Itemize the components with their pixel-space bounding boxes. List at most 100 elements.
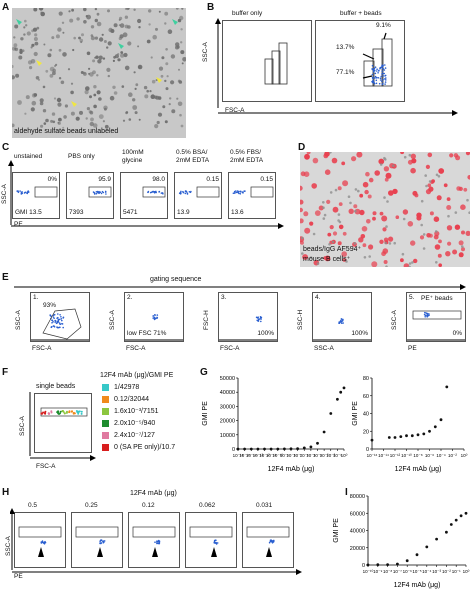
bead [33, 37, 38, 41]
stained-cell [359, 193, 364, 198]
bead [143, 85, 148, 90]
event-dot [20, 191, 23, 194]
panel-g-label: G [200, 367, 208, 378]
bead [329, 152, 332, 154]
event-dot [101, 190, 104, 193]
event-dot [60, 316, 62, 318]
bead [31, 43, 35, 47]
stained-cell [300, 171, 306, 177]
stained-cell [383, 260, 388, 264]
y-tick-label: 10000 [220, 433, 235, 439]
stained-cell [443, 183, 448, 188]
bead [30, 46, 33, 49]
event-dot [43, 543, 46, 545]
bead [15, 73, 20, 78]
bead [434, 230, 438, 233]
bead [81, 33, 84, 37]
stained-cell [411, 158, 417, 164]
bead [69, 18, 74, 23]
bead [29, 66, 33, 70]
gate-pct-high: 9.1% [376, 22, 391, 29]
stained-cell [304, 227, 311, 234]
bead [138, 118, 141, 121]
bead [113, 91, 118, 95]
data-point [415, 553, 419, 557]
gating-plot: 5. 0% PE⁺ beads [406, 292, 466, 342]
event-dot [43, 541, 46, 544]
data-point [422, 432, 426, 436]
gating-sequence-title: gating sequence [150, 276, 202, 283]
gating-plot: 3. 100% [218, 292, 278, 342]
x-tick-label: 10⁻³ [432, 569, 441, 574]
bead [90, 117, 94, 122]
bead [26, 31, 31, 36]
c-gate-pct: 95.9 [98, 176, 111, 183]
stained-cell [402, 209, 409, 215]
panel-d-label: D [298, 142, 306, 153]
event-dot [147, 191, 149, 194]
stained-cell [303, 211, 309, 217]
stained-cell [383, 237, 389, 242]
bead [60, 80, 65, 85]
bead [331, 240, 335, 244]
h-plot [185, 512, 237, 568]
x-tick-label: 10⁻¹ [333, 453, 342, 458]
event-dot [48, 412, 50, 415]
bead [158, 10, 161, 13]
stained-cell [433, 234, 439, 240]
arrowhead-icon [36, 60, 42, 66]
buffer-only-title: buffer only [232, 10, 263, 17]
event-dot [73, 412, 76, 415]
bead [25, 24, 28, 27]
bead [96, 90, 101, 95]
bead [30, 107, 35, 112]
data-point [336, 397, 339, 401]
event-dot [243, 190, 245, 192]
stained-cell [318, 205, 324, 211]
event-dot [157, 542, 159, 545]
bead [164, 11, 169, 16]
bead [89, 95, 92, 99]
event-dot [374, 75, 377, 78]
event-dot [379, 79, 382, 81]
stained-cell [365, 171, 370, 177]
bead [137, 45, 140, 48]
arrowhead-icon [118, 43, 124, 49]
bead [148, 9, 152, 13]
bead [70, 90, 74, 95]
bead [454, 211, 458, 214]
event-dot [95, 191, 98, 193]
c-condition-label: 100mM [122, 149, 144, 156]
gating-xlabel: SSC-A [314, 345, 334, 352]
event-dot [153, 317, 156, 320]
event-dot [154, 314, 156, 316]
stained-cell [410, 167, 416, 174]
data-point [435, 537, 438, 541]
event-dot [95, 192, 98, 195]
bead [36, 26, 40, 30]
stained-cell [311, 183, 317, 189]
h-title: 12F4 mAb (μg) [130, 490, 177, 497]
x-tick-label: 10⁻¹² [390, 453, 401, 458]
event-dot [100, 542, 103, 544]
bead [39, 101, 44, 106]
x-tick-label: 10⁻¹⁶ [233, 453, 244, 458]
bead [57, 102, 62, 107]
event-dot [50, 411, 53, 414]
bead [165, 48, 168, 51]
stained-cell [353, 204, 358, 209]
event-dot [162, 193, 164, 195]
c-plot: 0.15 13.9 [174, 172, 222, 219]
bead [79, 110, 83, 115]
stained-cell [359, 209, 365, 216]
data-point [396, 562, 399, 566]
bead [180, 124, 184, 128]
data-point [309, 445, 313, 449]
data-point [283, 447, 286, 451]
bead [92, 70, 96, 75]
event-dot [272, 540, 274, 542]
b-axes [215, 18, 458, 116]
data-point [393, 436, 397, 439]
event-dot [235, 190, 237, 192]
